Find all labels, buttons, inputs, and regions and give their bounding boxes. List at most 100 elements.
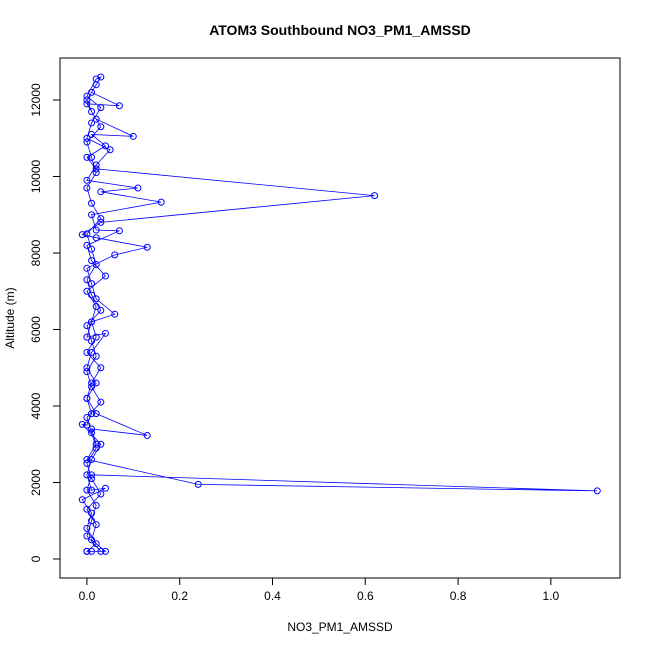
data-point [97, 188, 105, 196]
data-point [101, 547, 109, 555]
data-point [111, 310, 119, 318]
data-point [111, 251, 119, 259]
data-point [83, 547, 91, 555]
data-point [83, 394, 91, 402]
data-point [83, 505, 91, 513]
data-point [83, 153, 91, 161]
plot-frame [59, 57, 621, 579]
data-point [92, 115, 100, 123]
data-point [97, 218, 105, 226]
data-point [83, 333, 91, 341]
data-point [92, 234, 100, 242]
data-point [83, 532, 91, 540]
data-point [83, 459, 91, 467]
data-point [92, 81, 100, 89]
data-point [92, 440, 100, 448]
data-point [129, 132, 137, 140]
data-point [88, 536, 96, 544]
data-point [134, 184, 142, 192]
data-point [88, 425, 96, 433]
data-point [88, 245, 96, 253]
data-point [88, 257, 96, 265]
data-point [88, 429, 96, 437]
y-tick-label: 2000 [29, 469, 43, 496]
data-point [92, 521, 100, 529]
y-tick-label: 12000 [29, 83, 43, 117]
chart-title: ATOM3 Southbound NO3_PM1_AMSSD [209, 22, 471, 38]
x-axis-label: NO3_PM1_AMSSD [287, 620, 393, 634]
data-point [88, 88, 96, 96]
x-tick-label: 0.4 [264, 589, 281, 603]
data-point [83, 134, 91, 142]
data-point [101, 484, 109, 492]
x-tick-label: 0.6 [357, 589, 374, 603]
data-point [97, 398, 105, 406]
data-point [88, 291, 96, 299]
data-point [88, 486, 96, 494]
data-point [92, 295, 100, 303]
data-point [97, 490, 105, 498]
data-point [97, 123, 105, 131]
data-point [101, 329, 109, 337]
y-tick-label: 8000 [29, 239, 43, 266]
data-point [88, 471, 96, 479]
x-tick-label: 0.0 [79, 589, 96, 603]
data-point [97, 306, 105, 314]
data-point [88, 475, 96, 483]
data-point [88, 119, 96, 127]
data-point [83, 92, 91, 100]
data-point [115, 227, 123, 235]
data-point [83, 348, 91, 356]
data-point [88, 199, 96, 207]
data-point [101, 142, 109, 150]
data-point [83, 413, 91, 421]
data-point [88, 318, 96, 326]
data-point [83, 276, 91, 284]
data-point [83, 368, 91, 376]
data-point [83, 456, 91, 464]
data-point [92, 410, 100, 418]
y-tick-label: 10000 [29, 159, 43, 193]
data-point [78, 496, 86, 504]
data-point [83, 138, 91, 146]
data-point [83, 322, 91, 330]
data-point [88, 517, 96, 525]
data-point [97, 547, 105, 555]
data-point [88, 547, 96, 555]
data-point [88, 410, 96, 418]
data-point [92, 226, 100, 234]
data-point [92, 379, 100, 387]
data-point [83, 184, 91, 192]
data-point [83, 264, 91, 272]
data-point [88, 456, 96, 464]
data-point [83, 486, 91, 494]
data-point [194, 480, 202, 488]
data-point [92, 352, 100, 360]
data-point [92, 540, 100, 548]
data-point [92, 165, 100, 173]
data-point [371, 192, 379, 200]
data-point [157, 198, 165, 206]
data-point [83, 100, 91, 108]
data-point [83, 421, 91, 429]
data-point [115, 102, 123, 110]
data-point [92, 333, 100, 341]
data-point [88, 211, 96, 219]
data-point [101, 272, 109, 280]
data-point [88, 383, 96, 391]
data-point [97, 215, 105, 223]
data-point [88, 130, 96, 138]
data-point [92, 444, 100, 452]
data-point [83, 524, 91, 532]
data-point [92, 303, 100, 311]
data-point [106, 146, 114, 154]
data-point [97, 440, 105, 448]
data-point [88, 509, 96, 517]
data-point [83, 364, 91, 372]
data-point [88, 153, 96, 161]
data-point [88, 348, 96, 356]
data-point [83, 230, 91, 238]
data-point [97, 104, 105, 112]
data-point [92, 161, 100, 169]
